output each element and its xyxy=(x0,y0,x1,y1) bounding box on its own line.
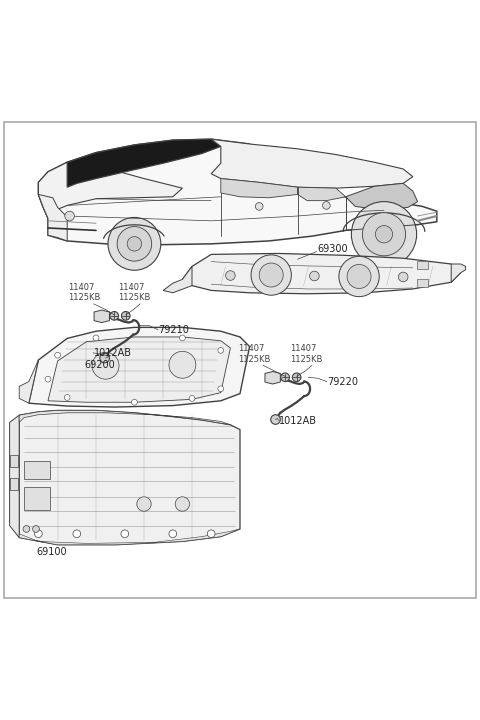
Polygon shape xyxy=(163,266,192,293)
Text: 11407
1125KB: 11407 1125KB xyxy=(238,344,271,364)
Polygon shape xyxy=(182,253,461,294)
Circle shape xyxy=(45,377,51,382)
Circle shape xyxy=(110,312,119,320)
Text: 69300: 69300 xyxy=(318,243,348,253)
Circle shape xyxy=(218,348,224,354)
Text: 1012AB: 1012AB xyxy=(279,416,317,426)
Bar xyxy=(417,279,428,287)
Polygon shape xyxy=(10,415,19,538)
Circle shape xyxy=(137,497,151,511)
Text: 1012AB: 1012AB xyxy=(94,348,132,359)
Circle shape xyxy=(169,351,196,378)
Circle shape xyxy=(93,335,99,341)
Circle shape xyxy=(271,415,280,424)
Circle shape xyxy=(339,256,379,297)
Circle shape xyxy=(189,395,195,401)
Text: 69200: 69200 xyxy=(84,360,115,370)
Circle shape xyxy=(117,227,152,261)
Polygon shape xyxy=(19,410,240,545)
Circle shape xyxy=(108,217,161,270)
Circle shape xyxy=(35,530,42,538)
Circle shape xyxy=(310,271,319,281)
Circle shape xyxy=(251,255,291,295)
Circle shape xyxy=(132,400,137,405)
Polygon shape xyxy=(451,264,466,282)
Circle shape xyxy=(169,530,177,538)
Circle shape xyxy=(55,352,60,358)
Circle shape xyxy=(23,526,30,532)
Bar xyxy=(10,477,18,490)
Circle shape xyxy=(292,373,301,382)
Polygon shape xyxy=(19,529,240,545)
Polygon shape xyxy=(94,310,109,323)
Polygon shape xyxy=(346,184,418,210)
Circle shape xyxy=(175,497,190,511)
Polygon shape xyxy=(265,372,280,384)
Polygon shape xyxy=(29,328,250,407)
Polygon shape xyxy=(211,139,413,188)
Circle shape xyxy=(218,386,224,392)
Circle shape xyxy=(100,354,109,363)
Circle shape xyxy=(207,530,215,538)
Circle shape xyxy=(281,373,289,382)
Polygon shape xyxy=(38,162,182,218)
Polygon shape xyxy=(221,179,298,198)
Circle shape xyxy=(375,225,393,243)
Text: 11407
1125KB: 11407 1125KB xyxy=(68,283,100,302)
Circle shape xyxy=(255,202,263,210)
Polygon shape xyxy=(19,410,230,425)
Polygon shape xyxy=(48,337,230,402)
Circle shape xyxy=(226,271,235,280)
Bar xyxy=(10,454,18,467)
Circle shape xyxy=(347,264,371,289)
Circle shape xyxy=(121,312,130,320)
Bar xyxy=(417,261,428,269)
Circle shape xyxy=(362,212,406,256)
Text: 69100: 69100 xyxy=(36,547,67,557)
Circle shape xyxy=(351,202,417,267)
Polygon shape xyxy=(38,194,67,241)
Circle shape xyxy=(64,395,70,400)
Bar xyxy=(24,487,50,510)
Circle shape xyxy=(398,272,408,282)
Circle shape xyxy=(180,335,185,341)
Circle shape xyxy=(33,526,39,532)
Circle shape xyxy=(65,211,74,221)
Circle shape xyxy=(121,530,129,538)
Circle shape xyxy=(323,202,330,210)
Polygon shape xyxy=(298,187,346,201)
Text: 11407
1125KB: 11407 1125KB xyxy=(118,283,151,302)
Circle shape xyxy=(92,352,119,379)
Circle shape xyxy=(259,263,283,287)
Circle shape xyxy=(127,237,142,251)
Polygon shape xyxy=(67,139,221,187)
Text: 79220: 79220 xyxy=(327,377,359,387)
Polygon shape xyxy=(19,360,38,403)
Bar xyxy=(24,461,50,479)
Text: 11407
1125KB: 11407 1125KB xyxy=(290,344,323,364)
Text: 79210: 79210 xyxy=(158,325,189,335)
Circle shape xyxy=(73,530,81,538)
Polygon shape xyxy=(38,139,437,245)
